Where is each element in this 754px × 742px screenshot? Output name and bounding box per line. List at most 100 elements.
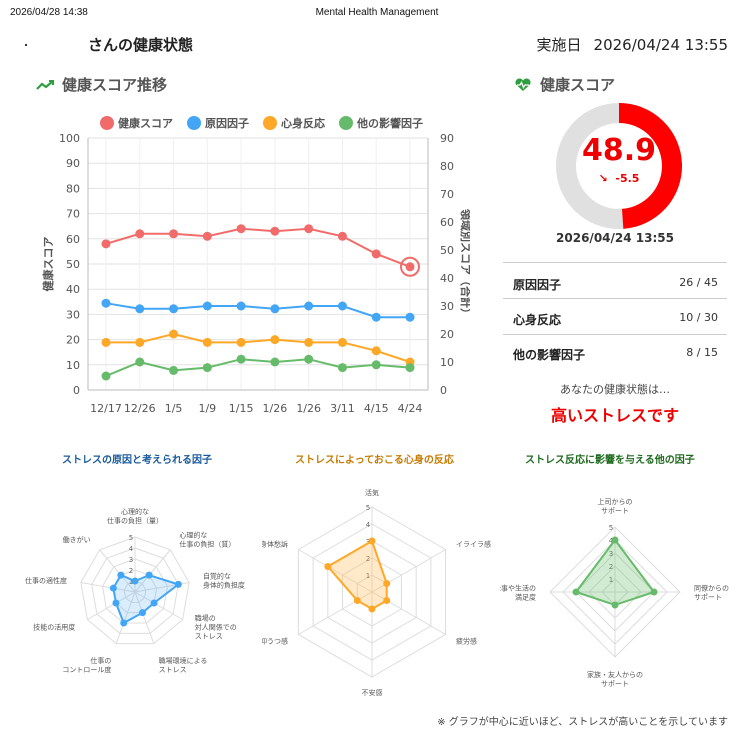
radar-tick-label: 4	[129, 545, 134, 553]
radar-point[interactable]	[131, 577, 139, 585]
radar-tick-label: 2	[609, 563, 613, 571]
radar-point[interactable]	[112, 599, 120, 607]
data-point[interactable]	[135, 229, 145, 239]
data-point[interactable]	[337, 337, 347, 347]
radar-point[interactable]	[368, 605, 376, 613]
health-score-gauge	[556, 103, 682, 229]
radar-point[interactable]	[572, 588, 580, 596]
factor-value: 26 / 45	[679, 276, 718, 289]
radar-point[interactable]	[368, 537, 376, 545]
data-point[interactable]	[270, 357, 280, 367]
data-point[interactable]	[270, 304, 280, 314]
data-point[interactable]	[135, 357, 145, 367]
data-point[interactable]	[202, 231, 212, 241]
radar-tick-label: 2	[366, 555, 370, 563]
data-point[interactable]	[371, 360, 381, 370]
radar-point[interactable]	[109, 584, 117, 592]
data-point[interactable]	[169, 365, 179, 375]
radar-point[interactable]	[139, 609, 147, 617]
radar-point[interactable]	[383, 580, 391, 587]
radar-point[interactable]	[117, 571, 125, 579]
data-point[interactable]	[236, 224, 246, 234]
legend-label: 他の影響因子	[357, 117, 423, 130]
data-point[interactable]	[101, 337, 111, 347]
data-point[interactable]	[405, 262, 415, 272]
radar-grid-ring	[91, 547, 179, 634]
series-line	[105, 302, 410, 319]
score-section-title: 健康スコア	[514, 74, 615, 95]
data-point[interactable]	[304, 354, 314, 364]
radar-point[interactable]	[611, 536, 619, 544]
radar-chart-other: 12345上司からのサポート同僚からのサポート家族・友人からのサポート仕事や生活…	[500, 497, 729, 688]
radar-point[interactable]	[120, 619, 128, 627]
data-point[interactable]	[101, 239, 111, 249]
data-point[interactable]	[135, 337, 145, 347]
data-point[interactable]	[304, 224, 314, 234]
y-tick-label: 40	[66, 283, 80, 296]
data-point[interactable]	[135, 304, 145, 314]
radar-axis-label-line: 働きがい	[63, 535, 91, 544]
radar-axis-label-line: コントロール度	[62, 665, 111, 674]
exam-date-value: 2026/04/24 13:55	[593, 36, 728, 54]
series-line	[106, 332, 411, 363]
legend-item[interactable]: 健康スコア	[100, 115, 173, 131]
data-point[interactable]	[101, 371, 111, 381]
radar-axis-label: 仕事の適性度	[25, 576, 67, 585]
data-point[interactable]	[169, 304, 179, 314]
legend-item[interactable]: 心身反応	[263, 115, 325, 131]
legend-swatch	[339, 116, 353, 130]
radar-axis-label-line: 心理的な	[121, 507, 149, 516]
data-point[interactable]	[405, 363, 415, 373]
data-point[interactable]	[304, 301, 314, 311]
data-point[interactable]	[101, 298, 111, 308]
data-point[interactable]	[371, 249, 381, 259]
data-point[interactable]	[405, 312, 415, 322]
data-point[interactable]	[236, 354, 246, 364]
data-point[interactable]	[169, 229, 179, 239]
radar-point[interactable]	[353, 597, 361, 604]
y-tick-label: 90	[66, 157, 80, 170]
data-point[interactable]	[270, 226, 280, 236]
radar-axis-label: 同僚からのサポート	[694, 584, 729, 602]
data-point[interactable]	[169, 329, 179, 339]
data-point[interactable]	[270, 335, 280, 345]
data-point[interactable]	[202, 301, 212, 311]
radar-axis-label-line: 身体的負担度	[203, 581, 245, 590]
radar-point[interactable]	[174, 580, 182, 588]
y-right-tick-label: 30	[440, 300, 454, 313]
radar-point[interactable]	[145, 571, 153, 579]
trend-line-icon	[36, 79, 54, 90]
y-tick-label: 0	[73, 384, 80, 397]
data-point[interactable]	[337, 231, 347, 241]
radar-point[interactable]	[150, 599, 158, 607]
radar-tick-label: 5	[366, 504, 370, 512]
data-point[interactable]	[236, 301, 246, 311]
score-title: 健康スコア	[540, 76, 616, 94]
data-point[interactable]	[236, 337, 246, 347]
data-point[interactable]	[202, 363, 212, 373]
data-point[interactable]	[304, 337, 314, 347]
data-point[interactable]	[337, 301, 347, 311]
radar-grid-ring	[80, 536, 190, 645]
radar-title-cause: ストレスの原因と考えられる因子	[62, 455, 212, 466]
x-tick-label: 4/24	[398, 402, 423, 415]
radar-axis-label-line: サポート	[694, 594, 722, 602]
radar-axis-label: 心理的な仕事の負担（量）	[107, 507, 163, 525]
legend-item[interactable]: 他の影響因子	[339, 115, 423, 131]
data-point[interactable]	[337, 363, 347, 373]
radar-axis-label: 上司からのサポート	[598, 497, 633, 515]
heart-pulse-icon	[515, 77, 531, 91]
series-line	[105, 358, 411, 377]
x-tick-label: 1/26	[263, 402, 288, 415]
radar-point[interactable]	[650, 588, 658, 596]
gauge-fill	[618, 103, 682, 229]
radar-point[interactable]	[383, 597, 391, 604]
legend-item[interactable]: 原因因子	[187, 115, 249, 131]
radar-point[interactable]	[324, 563, 332, 570]
status-question: あなたの健康状態は…	[560, 383, 670, 396]
data-point[interactable]	[202, 337, 212, 347]
radar-axis-label: 家族・友人からのサポート	[587, 670, 643, 688]
data-point[interactable]	[371, 346, 381, 356]
radar-point[interactable]	[611, 601, 619, 609]
data-point[interactable]	[371, 312, 381, 322]
